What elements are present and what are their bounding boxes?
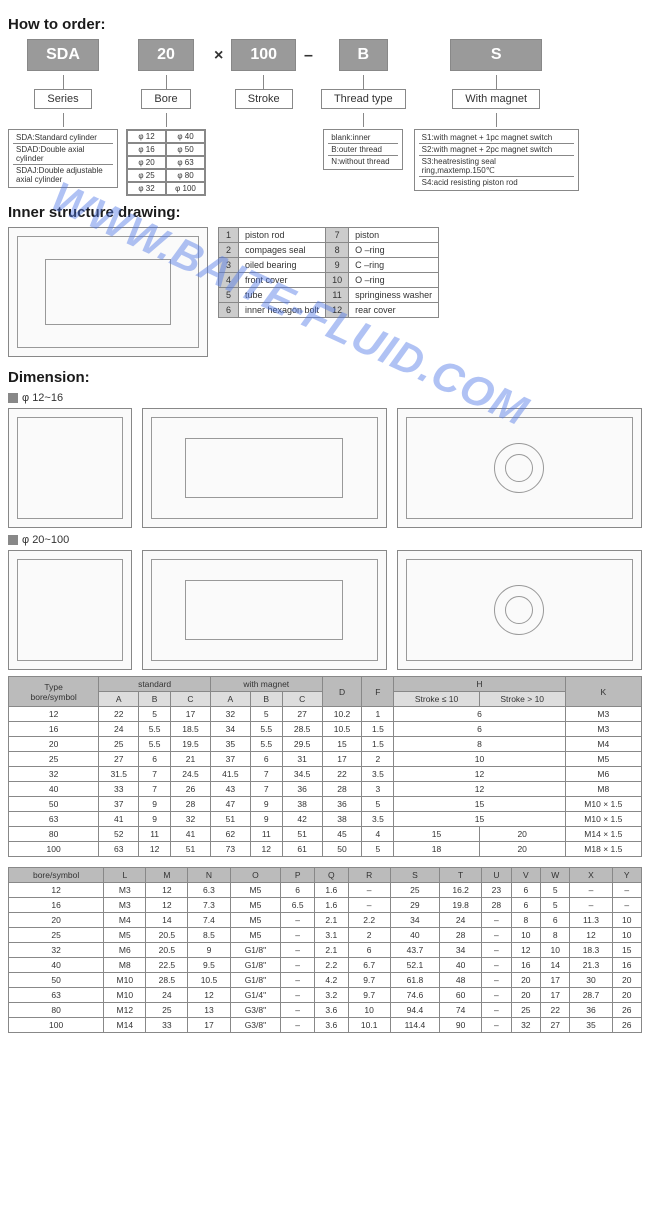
order-code-row: SDA Series SDA:Standard cylinderSDAD:Dou… bbox=[8, 39, 642, 196]
operator-dash: – bbox=[304, 47, 313, 65]
order-label-series: Series bbox=[34, 89, 91, 109]
order-label-magnet: With magnet bbox=[452, 89, 540, 109]
order-code-bore: 20 bbox=[138, 39, 194, 71]
dim-range-b: φ 20~100 bbox=[8, 534, 642, 546]
title-dimension: Dimension: bbox=[8, 369, 642, 386]
order-code-magnet: S bbox=[450, 39, 543, 71]
dim-drawing-b1 bbox=[8, 550, 132, 670]
thread-options: blank:innerB:outer threadN:without threa… bbox=[323, 129, 403, 170]
dim-drawing-a1 bbox=[8, 408, 132, 528]
series-options: SDA:Standard cylinderSDAD:Double axial c… bbox=[8, 129, 118, 188]
bore-options: φ 12φ 40φ 16φ 50φ 20φ 63φ 25φ 80φ 32φ 10… bbox=[126, 129, 206, 196]
parts-table: 1piston rod7piston2compages seal8O –ring… bbox=[218, 227, 439, 318]
dim-drawing-a2 bbox=[142, 408, 387, 528]
dimension-table-1: Typebore/symbolstandardwith magnetDFHKAB… bbox=[8, 676, 642, 857]
magnet-options: S1:with magnet + 1pc magnet switchS2:wit… bbox=[414, 129, 579, 191]
title-inner-structure: Inner structure drawing: bbox=[8, 204, 642, 221]
order-label-stroke: Stroke bbox=[235, 89, 293, 109]
order-code-stroke: 100 bbox=[231, 39, 296, 71]
dim-range-a: φ 12~16 bbox=[8, 392, 642, 404]
dim-drawing-b2 bbox=[142, 550, 387, 670]
dimension-table-2: bore/symbolLMNOPQRSTUVWXY12M3126.3M561.6… bbox=[8, 867, 642, 1033]
operator-times: × bbox=[214, 47, 223, 65]
inner-structure-drawing bbox=[8, 227, 208, 357]
order-label-thread: Thread type bbox=[321, 89, 406, 109]
dim-drawing-b3 bbox=[397, 550, 642, 670]
dim-drawing-a3 bbox=[397, 408, 642, 528]
order-code-series: SDA bbox=[27, 39, 99, 71]
title-how-to-order: How to order: bbox=[8, 16, 642, 33]
order-code-thread: B bbox=[339, 39, 389, 71]
order-label-bore: Bore bbox=[141, 89, 190, 109]
